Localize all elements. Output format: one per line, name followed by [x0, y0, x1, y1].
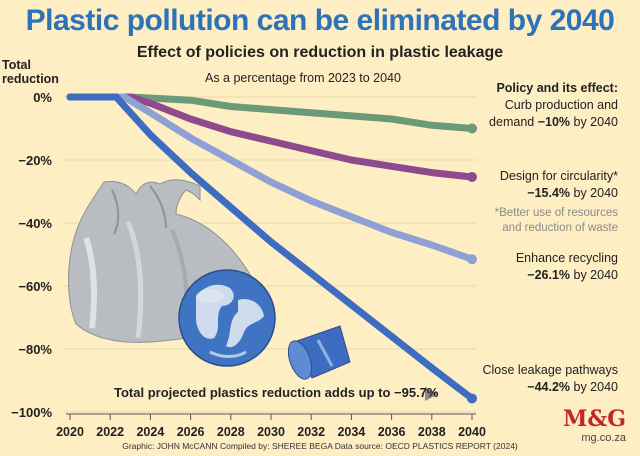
y-axis-label: Total reduction [2, 58, 59, 86]
y-tick-label: −40% [18, 216, 52, 231]
series-group [66, 93, 477, 404]
plastic-illustration [68, 179, 351, 380]
x-tick-label: 2024 [136, 425, 164, 439]
series-end-marker-close-leakage-pathways [467, 393, 477, 404]
page-title: Plastic pollution can be eliminated by 2… [25, 4, 615, 37]
chart-note: As a percentage from 2023 to 2040 [205, 71, 401, 85]
plastic-cup-icon [287, 325, 351, 380]
x-tick-label: 2032 [297, 425, 325, 439]
y-tick-label: −100% [11, 405, 52, 420]
series-line-close-leakage-pathways [66, 93, 476, 402]
footnote: *Better use of resources and reduction o… [494, 207, 618, 234]
x-tick-label: 2036 [378, 425, 406, 439]
y-tick-label: −80% [18, 342, 52, 357]
legend-heading: Policy and its effect: [496, 81, 618, 95]
series-line-enhance-recycling [66, 93, 476, 263]
series-line-curb-production-and-demand [66, 93, 476, 132]
total-reduction-note: Total projected plastics reduction adds … [114, 385, 439, 400]
x-tick-label: 2020 [56, 425, 84, 439]
tick-labels: 0% −20% −40% −60% −80% −100% 2020 2022 2024 2026 2… [11, 90, 486, 439]
legend-close-leakage: Close leakage pathways −44.2% by 2040 [482, 363, 619, 394]
x-tick-label: 2040 [458, 425, 486, 439]
x-tick-label: 2026 [177, 425, 205, 439]
legend-enhance-recycling: Enhance recycling −26.1% by 2040 [515, 251, 618, 282]
x-tick-label: 2038 [418, 425, 446, 439]
y-tick-label: 0% [33, 90, 52, 105]
arrow-icon [425, 387, 438, 401]
globe-icon [178, 269, 276, 367]
x-tick-label: 2028 [217, 425, 245, 439]
y-tick-label: −20% [18, 153, 52, 168]
legend-design-circularity: Design for circularity* −15.4% by 2040 [499, 169, 618, 200]
x-tick-label: 2030 [257, 425, 285, 439]
legend-curb-production: Policy and its effect: Curb production a… [489, 81, 618, 129]
brand-url: mg.co.za [581, 432, 626, 444]
x-tick-label: 2022 [96, 425, 124, 439]
x-tick-label: 2034 [337, 425, 365, 439]
brand-logo: M&G [562, 406, 626, 432]
series-end-marker-curb-production-and-demand [467, 123, 477, 134]
credit-line: Graphic: JOHN McCANN Compiled by: SHEREE… [122, 441, 518, 451]
series-end-marker-enhance-recycling [467, 254, 477, 265]
chart-subtitle: Effect of policies on reduction in plast… [136, 44, 504, 61]
series-end-marker-design-for-circularity [467, 172, 477, 183]
series-line-design-for-circularity [66, 93, 476, 181]
y-tick-label: −60% [18, 279, 52, 294]
